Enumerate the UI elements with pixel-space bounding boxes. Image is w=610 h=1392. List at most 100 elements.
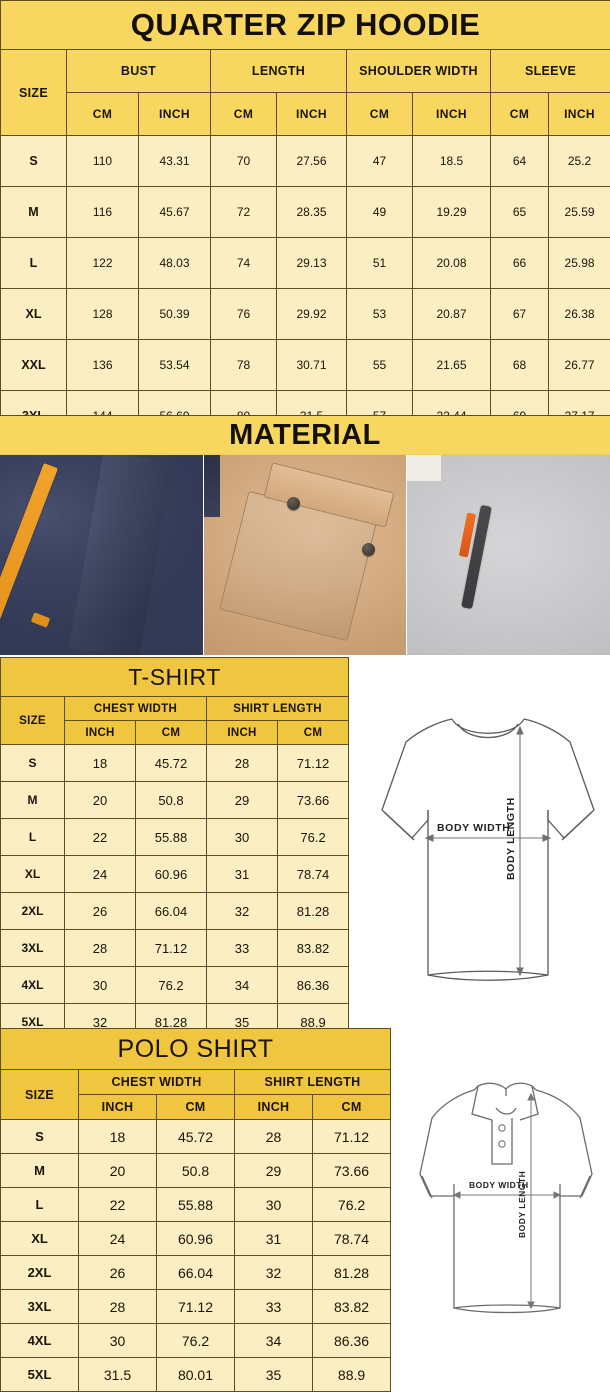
polo-left-sleeve xyxy=(420,1090,474,1196)
tshirt-body-width-label: BODY WIDTH xyxy=(437,822,510,834)
tshirt-cell-chest-cm: 66.04 xyxy=(136,893,207,930)
hoodie-cell-size: XXL xyxy=(1,340,67,391)
polo-button-icon xyxy=(499,1141,505,1147)
body-length-arrow xyxy=(528,1094,534,1308)
tshirt-group-header-row: SIZE CHEST WIDTH SHIRT LENGTH xyxy=(1,697,349,721)
table-row: M 116 45.67 72 28.35 49 19.29 65 25.59 xyxy=(1,187,610,238)
tshirt-cell-size: 2XL xyxy=(1,893,65,930)
tshirt-cell-chest-inch: 20 xyxy=(65,782,136,819)
polo-cell-chest-inch: 30 xyxy=(79,1324,157,1358)
hoodie-cell-length-cm: 76 xyxy=(211,289,277,340)
polo-unit-length-cm: CM xyxy=(313,1095,391,1120)
polo-cell-length-inch: 34 xyxy=(235,1324,313,1358)
tshirt-right-cuff xyxy=(562,812,592,840)
polo-cell-chest-inch: 28 xyxy=(79,1290,157,1324)
tshirt-cell-size: L xyxy=(1,819,65,856)
hoodie-cell-size: XL xyxy=(1,289,67,340)
polo-cell-chest-inch: 26 xyxy=(79,1256,157,1290)
tshirt-unit-length-inch: INCH xyxy=(207,721,278,745)
tshirt-unit-chest-cm: CM xyxy=(136,721,207,745)
polo-cell-size: 5XL xyxy=(1,1358,79,1392)
tshirt-left-cuff xyxy=(384,812,414,840)
polo-collar-point-right xyxy=(520,1086,538,1120)
hoodie-group-sleeve: SLEEVE xyxy=(491,50,610,93)
tshirt-cell-length-cm: 73.66 xyxy=(278,782,349,819)
polo-cell-chest-inch: 22 xyxy=(79,1188,157,1222)
hoodie-title: QUARTER ZIP HOODIE xyxy=(1,1,610,50)
material-banner-label: MATERIAL xyxy=(229,419,381,452)
table-row: S 18 45.72 28 71.12 xyxy=(1,745,349,782)
tshirt-cell-chest-cm: 76.2 xyxy=(136,967,207,1004)
hoodie-cell-shoulder-cm: 47 xyxy=(347,136,413,187)
polo-hem xyxy=(454,1305,560,1308)
tshirt-cell-length-cm: 71.12 xyxy=(278,745,349,782)
hoodie-cell-sleeve-cm: 67 xyxy=(491,289,549,340)
hoodie-cell-bust-inch: 50.39 xyxy=(139,289,211,340)
polo-cell-size: M xyxy=(1,1154,79,1188)
table-row: 4XL 30 76.2 34 86.36 xyxy=(1,967,349,1004)
hoodie-cell-sleeve-inch: 25.59 xyxy=(549,187,610,238)
tshirt-cell-length-inch: 30 xyxy=(207,819,278,856)
tshirt-cell-chest-cm: 45.72 xyxy=(136,745,207,782)
tshirt-cell-length-inch: 32 xyxy=(207,893,278,930)
snap-button-icon xyxy=(287,497,300,510)
tshirt-title-row: T-SHIRT xyxy=(1,658,349,697)
tshirt-table: T-SHIRT SIZE CHEST WIDTH SHIRT LENGTH IN… xyxy=(0,657,349,1041)
polo-cell-length-cm: 73.66 xyxy=(313,1154,391,1188)
body-length-arrow xyxy=(517,727,523,975)
hoodie-cell-shoulder-cm: 55 xyxy=(347,340,413,391)
fabric-fold xyxy=(69,455,173,655)
hoodie-cell-length-inch: 28.35 xyxy=(277,187,347,238)
tshirt-cell-length-cm: 83.82 xyxy=(278,930,349,967)
polo-cell-chest-inch: 24 xyxy=(79,1222,157,1256)
hoodie-unit-length-inch: INCH xyxy=(277,93,347,136)
hoodie-cell-length-inch: 30.71 xyxy=(277,340,347,391)
tshirt-size-chart: T-SHIRT SIZE CHEST WIDTH SHIRT LENGTH IN… xyxy=(0,657,610,1017)
polo-cell-length-inch: 30 xyxy=(235,1188,313,1222)
hoodie-group-bust: BUST xyxy=(67,50,211,93)
tshirt-cell-length-cm: 86.36 xyxy=(278,967,349,1004)
tshirt-cell-length-inch: 33 xyxy=(207,930,278,967)
polo-cell-chest-cm: 60.96 xyxy=(157,1222,235,1256)
polo-unit-chest-inch: INCH xyxy=(79,1095,157,1120)
hoodie-cell-shoulder-cm: 51 xyxy=(347,238,413,289)
polo-size-header: SIZE xyxy=(1,1070,79,1120)
hoodie-cell-length-cm: 78 xyxy=(211,340,277,391)
tshirt-cell-length-cm: 78.74 xyxy=(278,856,349,893)
table-row: 3XL 28 71.12 33 83.82 xyxy=(1,930,349,967)
polo-unit-chest-cm: CM xyxy=(157,1095,235,1120)
tshirt-unit-chest-inch: INCH xyxy=(65,721,136,745)
table-row: L 22 55.88 30 76.2 xyxy=(1,819,349,856)
body-width-arrow xyxy=(426,835,550,841)
polo-collar-left xyxy=(474,1083,506,1096)
polo-right-sleeve xyxy=(536,1090,592,1196)
hoodie-title-row: QUARTER ZIP HOODIE xyxy=(1,1,610,50)
tshirt-cell-length-cm: 76.2 xyxy=(278,819,349,856)
tshirt-hem xyxy=(428,971,548,975)
hoodie-cell-shoulder-cm: 53 xyxy=(347,289,413,340)
polo-cell-chest-cm: 80.01 xyxy=(157,1358,235,1392)
hoodie-cell-bust-cm: 116 xyxy=(67,187,139,238)
table-row: XL 24 60.96 31 78.74 xyxy=(1,1222,391,1256)
polo-cell-size: S xyxy=(1,1120,79,1154)
hoodie-unit-sleeve-cm: CM xyxy=(491,93,549,136)
tshirt-cell-chest-inch: 26 xyxy=(65,893,136,930)
polo-buttons xyxy=(499,1125,505,1147)
tshirt-cell-chest-cm: 71.12 xyxy=(136,930,207,967)
table-row: 2XL 26 66.04 32 81.28 xyxy=(1,893,349,930)
hoodie-cell-bust-cm: 136 xyxy=(67,340,139,391)
tshirt-cell-length-inch: 28 xyxy=(207,745,278,782)
hoodie-cell-length-inch: 29.13 xyxy=(277,238,347,289)
hoodie-group-shoulder-width: SHOULDER WIDTH xyxy=(347,50,491,93)
hoodie-cell-size: S xyxy=(1,136,67,187)
tshirt-body-length-label: BODY LENGTH xyxy=(505,797,517,880)
polo-cell-chest-inch: 31.5 xyxy=(79,1358,157,1392)
snap-button-icon xyxy=(362,543,375,556)
hoodie-size-chart: QUARTER ZIP HOODIE SIZE BUST LENGTH SHOU… xyxy=(0,0,610,415)
body-width-arrow xyxy=(454,1192,560,1198)
polo-cell-size: 3XL xyxy=(1,1290,79,1324)
hoodie-cell-bust-cm: 122 xyxy=(67,238,139,289)
hoodie-unit-header-row: CM INCH CM INCH CM INCH CM INCH xyxy=(1,93,610,136)
polo-cell-length-cm: 83.82 xyxy=(313,1290,391,1324)
polo-cell-chest-cm: 50.8 xyxy=(157,1154,235,1188)
